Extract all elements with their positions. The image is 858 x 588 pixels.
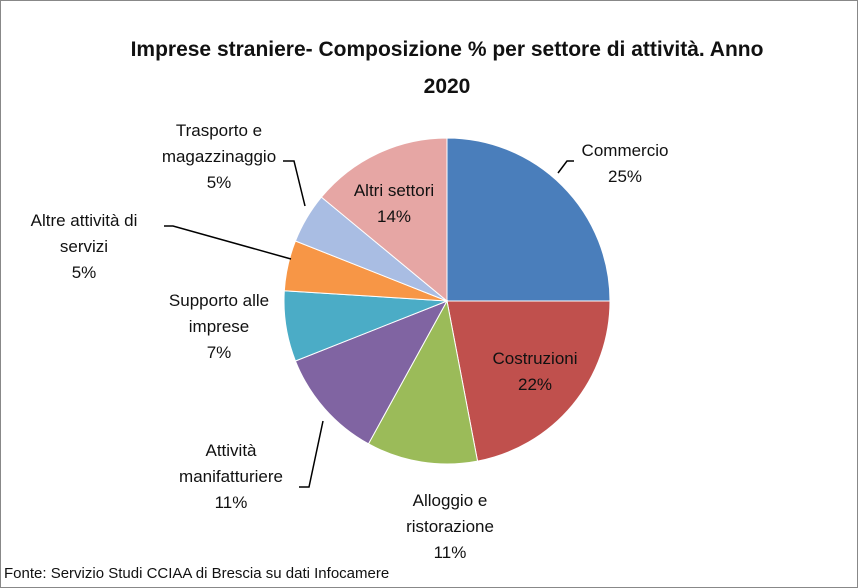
value-label: 5% xyxy=(71,263,97,282)
slice-label: Costruzioni 22% xyxy=(470,346,600,398)
leader-line xyxy=(557,160,574,174)
category-label: Alloggio e ristorazione xyxy=(406,491,494,536)
value-label: 11% xyxy=(433,543,467,562)
pie-slice xyxy=(446,137,611,302)
value-label: 14% xyxy=(376,207,412,226)
slice-label: Supporto alle imprese 7% xyxy=(154,288,284,366)
slice-label: Commercio 25% xyxy=(565,138,685,190)
value-label: 11% xyxy=(214,493,248,512)
source-note: Fonte: Servizio Studi CCIAA di Brescia s… xyxy=(4,565,390,582)
category-label: Costruzioni xyxy=(492,349,578,368)
leader-line xyxy=(299,420,324,488)
slice-label: Trasporto e magazzinaggio 5% xyxy=(152,118,287,196)
category-label: Commercio xyxy=(581,141,669,160)
chart-title: Imprese straniere- Composizione % per se… xyxy=(130,38,764,98)
pie-slice xyxy=(320,137,448,303)
slice-label: Altre attività di servizi 5% xyxy=(9,208,159,286)
slice-label: Alloggio e ristorazione 11% xyxy=(395,488,505,566)
category-label: Trasporto e magazzinaggio xyxy=(161,121,277,166)
category-label: Attività manifatturiere xyxy=(179,441,283,486)
pie-slice xyxy=(294,300,449,445)
value-label: 5% xyxy=(206,173,232,192)
category-label: Altre attività di servizi xyxy=(30,211,138,256)
slice-label: Altri settori 14% xyxy=(334,178,454,230)
value-label: 25% xyxy=(607,167,643,186)
category-label: Altri settori xyxy=(353,181,435,200)
pie-slice xyxy=(367,299,479,465)
category-label: Supporto alle imprese xyxy=(168,291,270,336)
value-label: 7% xyxy=(206,343,232,362)
pie-slice xyxy=(446,300,611,462)
leader-line xyxy=(164,225,292,260)
value-label: 22% xyxy=(517,375,553,394)
leader-line xyxy=(283,160,306,207)
slice-label: Attività manifatturiere 11% xyxy=(166,438,296,516)
